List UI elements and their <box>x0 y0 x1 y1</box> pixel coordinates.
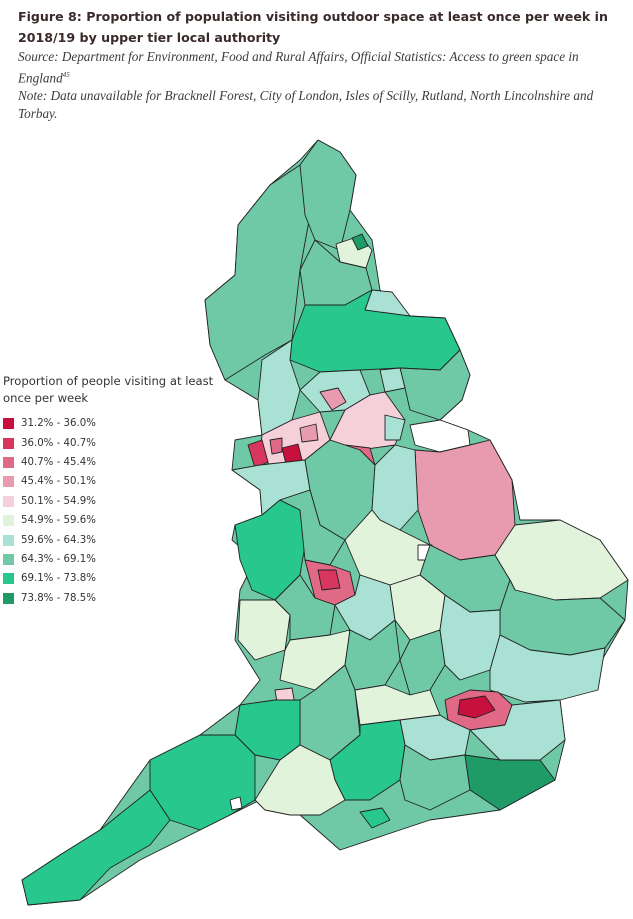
legend-label: 40.7% - 45.4% <box>21 456 96 468</box>
region-worcestershire <box>274 574 336 641</box>
region-kent <box>469 699 566 761</box>
region-lincolnshire <box>414 439 516 561</box>
region-isle-of-wight <box>359 807 391 829</box>
legend-item: 64.3% - 69.1% <box>3 550 233 569</box>
legend-swatch <box>3 437 14 449</box>
region-norfolk <box>494 519 629 601</box>
legend-swatch <box>3 592 14 604</box>
legend-item: 50.1% - 54.9% <box>3 492 233 511</box>
region-torbay-no-data <box>229 796 243 811</box>
region-oldham <box>299 423 319 443</box>
legend-swatch <box>3 515 14 527</box>
legend: Proportion of people visiting at least o… <box>3 373 233 608</box>
region-shropshire <box>234 499 306 601</box>
legend-title: Proportion of people visiting at least o… <box>3 374 214 405</box>
region-east-riding <box>399 349 471 421</box>
legend-label: 36.0% - 40.7% <box>21 437 96 449</box>
legend-swatch <box>3 553 14 565</box>
figure-source: Source: Department for Environment, Food… <box>18 48 623 87</box>
region-salford <box>269 437 283 455</box>
legend-swatch <box>3 534 14 546</box>
legend-item: 40.7% - 45.4% <box>3 453 233 472</box>
legend-swatch <box>3 456 14 468</box>
figure-source-text: Source: Department for Environment, Food… <box>18 49 579 86</box>
legend-label: 31.2% - 36.0% <box>21 418 96 430</box>
legend-items: 31.2% - 36.0% 36.0% - 40.7% 40.7% - 45.4… <box>3 414 233 608</box>
legend-swatch <box>3 573 14 585</box>
region-birmingham <box>317 569 341 591</box>
legend-swatch <box>3 495 14 507</box>
legend-swatch <box>3 476 14 488</box>
region-london-inner <box>457 695 496 719</box>
legend-item: 59.6% - 64.3% <box>3 530 233 549</box>
legend-item: 45.4% - 50.1% <box>3 472 233 491</box>
region-essex <box>489 634 606 703</box>
region-liverpool <box>247 439 269 469</box>
figure-note: Note: Data unavailable for Bracknell For… <box>18 88 594 122</box>
figure-header: Figure 8: Proportion of population visit… <box>18 6 623 123</box>
legend-label: 50.1% - 54.9% <box>21 495 96 507</box>
region-doncaster <box>384 414 406 441</box>
legend-item: 73.8% - 78.5% <box>3 589 233 608</box>
figure-source-ref: 45 <box>62 71 70 79</box>
region-cumbria <box>204 164 311 381</box>
legend-label: 64.3% - 69.1% <box>21 553 96 565</box>
england-choropleth-map <box>21 139 629 906</box>
region-leeds <box>319 387 347 411</box>
legend-item: 36.0% - 40.7% <box>3 433 233 452</box>
region-dorset <box>254 744 346 816</box>
region-cornwall <box>21 789 171 906</box>
region-sunderland <box>351 233 369 251</box>
legend-label: 69.1% - 73.8% <box>21 573 96 585</box>
legend-item: 31.2% - 36.0% <box>3 414 233 433</box>
legend-label: 54.9% - 59.6% <box>21 515 96 527</box>
figure-title: Figure 8: Proportion of population visit… <box>18 9 608 45</box>
region-east-sussex <box>464 754 556 811</box>
legend-item: 69.1% - 73.8% <box>3 569 233 588</box>
legend-label: 45.4% - 50.1% <box>21 476 96 488</box>
legend-swatch <box>3 418 14 430</box>
region-york <box>379 367 406 393</box>
legend-item: 54.9% - 59.6% <box>3 511 233 530</box>
legend-label: 59.6% - 64.3% <box>21 534 96 546</box>
region-staffordshire <box>279 489 346 566</box>
legend-label: 73.8% - 78.5% <box>21 592 96 604</box>
